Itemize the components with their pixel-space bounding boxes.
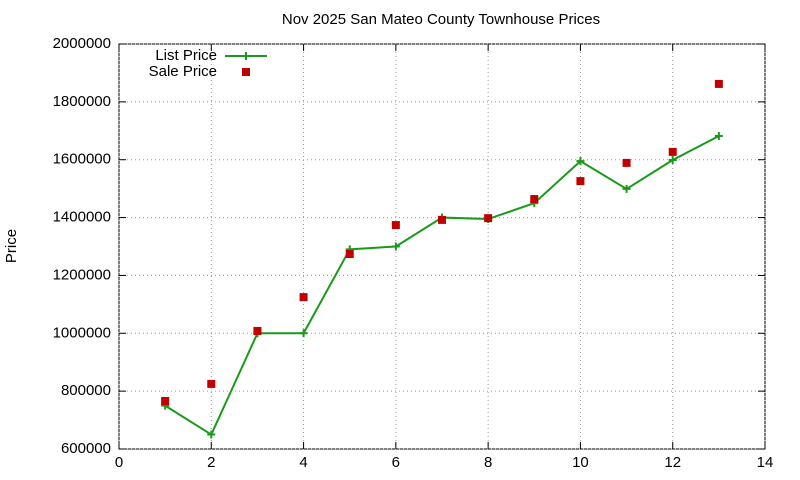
y-tick-label: 800000: [61, 382, 111, 399]
x-tick-label: 14: [757, 454, 774, 471]
data-point: [668, 147, 677, 156]
x-tick-label: 6: [392, 454, 400, 471]
y-tick-label: 2000000: [53, 35, 111, 52]
data-point: [253, 326, 262, 335]
y-tick-label: 600000: [61, 440, 111, 457]
data-point: [484, 214, 493, 223]
y-tick-label: 1400000: [53, 209, 111, 226]
data-point: [391, 242, 400, 251]
data-point: [299, 293, 308, 302]
data-point: [622, 184, 631, 193]
x-tick-label: 12: [664, 454, 681, 471]
x-tick-label: 8: [484, 454, 492, 471]
legend-marker: [242, 52, 250, 60]
data-point: [161, 396, 170, 405]
legend-marker: [242, 68, 250, 76]
data-point: [299, 329, 308, 338]
data-point: [345, 250, 354, 259]
data-point: [207, 379, 216, 388]
y-axis-label: Price: [3, 229, 20, 263]
data-point: [391, 221, 400, 230]
data-point: [714, 131, 723, 140]
data-point: [530, 195, 539, 204]
data-point: [622, 158, 631, 167]
data-point: [576, 157, 585, 166]
series-line: [164, 135, 720, 436]
y-tick-label: 1200000: [53, 266, 111, 283]
data-point: [668, 156, 677, 165]
y-tick-label: 1600000: [53, 151, 111, 168]
x-tick-label: 10: [572, 454, 589, 471]
legend-label: Sale Price: [149, 63, 217, 80]
y-tick-label: 1800000: [53, 93, 111, 110]
data-point: [438, 215, 446, 224]
x-tick-label: 0: [115, 454, 123, 471]
data-point: [576, 177, 585, 186]
chart-title: Nov 2025 San Mateo County Townhouse Pric…: [282, 11, 600, 28]
x-tick-label: 2: [207, 454, 215, 471]
plot-frame: [118, 43, 766, 450]
data-point: [714, 79, 723, 88]
legend-label: List Price: [155, 47, 217, 64]
data-point: [207, 430, 216, 439]
y-tick-label: 1000000: [53, 324, 111, 341]
x-tick-label: 4: [299, 454, 307, 471]
